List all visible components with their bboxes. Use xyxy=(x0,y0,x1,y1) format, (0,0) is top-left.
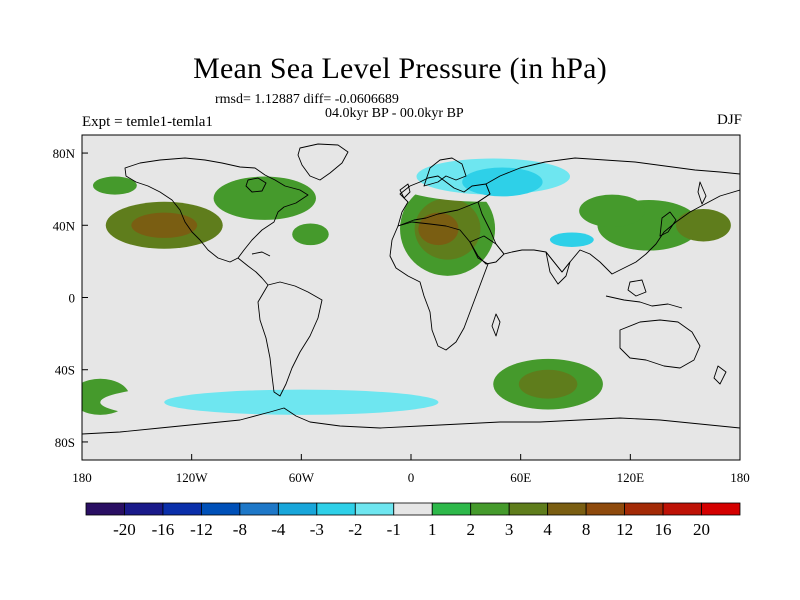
colorbar-swatch xyxy=(662,502,702,516)
colorbar-label: -2 xyxy=(348,520,362,539)
anomaly-region-26 xyxy=(401,431,713,453)
colorbar-swatch xyxy=(585,502,625,516)
season-label: DJF xyxy=(716,112,742,128)
coast-australia xyxy=(619,319,701,369)
anomaly-region-27 xyxy=(639,409,731,432)
colorbar-label: -4 xyxy=(271,520,286,539)
anomaly-region-2 xyxy=(213,176,316,220)
coast-borneo xyxy=(627,279,647,297)
rmsd-diff-stats: rmsd= 1.12887 diff= -0.0606689 xyxy=(215,92,399,107)
lat-tick-label: 80S xyxy=(55,435,75,450)
anomaly-region-20 xyxy=(703,328,740,347)
colorbar-label: 2 xyxy=(466,520,475,539)
lat-tick-label: 80N xyxy=(53,146,76,161)
coast-scandinavia xyxy=(423,157,467,187)
anomaly-field xyxy=(82,147,740,453)
anomaly-region-16 xyxy=(579,194,645,228)
colorbar-swatch xyxy=(393,502,433,516)
colorbar-label: 8 xyxy=(582,520,591,539)
coast-asia xyxy=(477,157,740,275)
lat-tick-label: 0 xyxy=(69,291,76,306)
colorbar-swatch xyxy=(701,502,741,516)
coast-india xyxy=(545,251,571,285)
anomaly-region-4 xyxy=(92,176,137,195)
coast-arabia xyxy=(469,235,505,265)
colorbar-swatch xyxy=(508,502,549,516)
colorbar-swatch xyxy=(162,502,202,516)
anomaly-region-5 xyxy=(347,190,384,224)
anomaly-region-13 xyxy=(549,232,594,247)
coastlines xyxy=(82,143,740,435)
colorbar-swatch xyxy=(85,502,125,516)
colorbar-label: 4 xyxy=(543,520,552,539)
colorbar-swatch xyxy=(547,502,587,516)
colorbar-swatch xyxy=(624,502,664,516)
lat-tick-label: 40N xyxy=(53,218,76,233)
colorbar-label: 12 xyxy=(616,520,633,539)
coast-central-america xyxy=(237,257,269,286)
map-panel xyxy=(82,135,740,460)
coast-kamchatka xyxy=(697,181,707,205)
coast-europe xyxy=(397,175,491,227)
coast-south-america xyxy=(257,281,323,397)
coast-madagascar xyxy=(491,313,501,337)
map-title: Mean Sea Level Pressure (in hPa) xyxy=(193,52,607,85)
colorbar-swatch xyxy=(239,502,279,516)
colorbar-label: -16 xyxy=(152,520,175,539)
experiment-label: Expt = temle1-temla1 xyxy=(82,114,213,130)
anomaly-region-8 xyxy=(418,212,459,246)
coast-hudson-bay xyxy=(245,177,267,193)
colorbar-label: -12 xyxy=(190,520,213,539)
longitude-axis: 180 120W 60W 0 60E 120E 180 xyxy=(72,454,750,485)
lon-tick-label: 120E xyxy=(617,470,645,485)
colorbar-label: -3 xyxy=(310,520,324,539)
lon-tick-label: 180 xyxy=(730,470,750,485)
coast-greenland xyxy=(297,143,349,181)
coast-british-isles xyxy=(399,183,411,199)
lat-tick-label: 40S xyxy=(55,363,75,378)
coast-africa xyxy=(389,221,489,351)
colorbar-swatch xyxy=(201,502,241,516)
coast-indonesia xyxy=(605,295,683,309)
colorbar-label: -1 xyxy=(387,520,401,539)
latitude-axis: 80N 40N 0 40S 80S xyxy=(53,146,88,450)
colorbar-label: 16 xyxy=(655,520,672,539)
anomaly-region-1 xyxy=(131,212,198,238)
anomaly-region-19 xyxy=(82,342,114,361)
colorbar-swatch xyxy=(354,502,395,516)
lon-tick-label: 120W xyxy=(176,470,209,485)
lon-tick-label: 0 xyxy=(408,470,415,485)
anomaly-region-11 xyxy=(462,167,543,197)
coast-antarctica xyxy=(82,407,740,435)
lon-tick-label: 60E xyxy=(510,470,531,485)
anomaly-region-25 xyxy=(164,389,439,415)
colorbar-swatch xyxy=(124,502,164,516)
colorbar: -20 -16 -12 -8 -4 -3 -2 -1 1 2 3 4 8 12 16 20 xyxy=(85,502,741,539)
colorbar-label: -20 xyxy=(113,520,136,539)
colorbar-label: 1 xyxy=(428,520,437,539)
colorbar-label: 20 xyxy=(693,520,710,539)
anomaly-region-22 xyxy=(518,369,578,399)
coast-north-america xyxy=(124,157,309,263)
time-period: 04.0kyr BP - 00.0kyr BP xyxy=(325,106,464,121)
coast-japan xyxy=(659,211,677,237)
colorbar-label: 3 xyxy=(505,520,514,539)
colorbar-swatch xyxy=(431,502,472,516)
colorbar-swatch xyxy=(470,502,510,516)
anomaly-region-15 xyxy=(676,209,731,242)
lon-tick-label: 180 xyxy=(72,470,92,485)
coast-new-zealand xyxy=(713,365,727,385)
anomaly-region-18 xyxy=(82,335,265,358)
colorbar-label: -8 xyxy=(233,520,247,539)
anomaly-region-3 xyxy=(292,223,329,246)
lon-tick-label: 60W xyxy=(289,470,315,485)
anomaly-region-17 xyxy=(460,301,563,338)
coast-cuba xyxy=(251,251,271,257)
colorbar-swatch xyxy=(316,502,356,516)
colorbar-swatch xyxy=(277,502,318,516)
